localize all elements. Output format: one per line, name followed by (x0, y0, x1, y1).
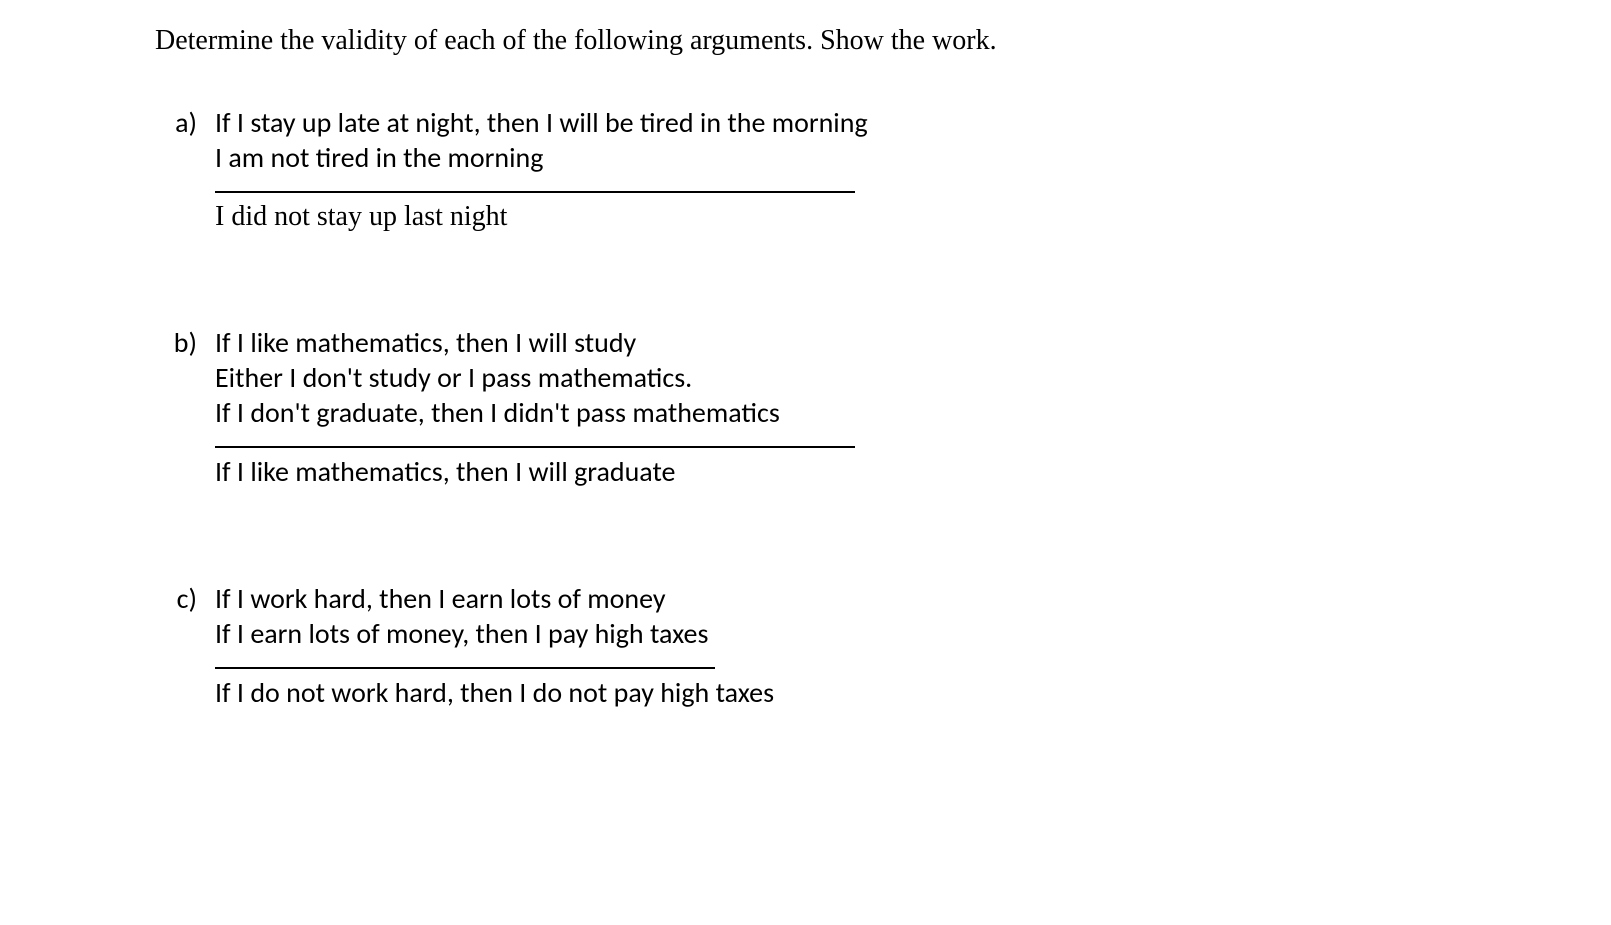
problem-a-label: a) (155, 105, 215, 140)
problem-b-conclusion: If I like mathematics, then I will gradu… (215, 454, 1456, 490)
problem-b-premise-3: If I don't graduate, then I didn't pass … (215, 395, 1456, 430)
problem-b-premise-1: If I like mathematics, then I will study (215, 325, 1456, 360)
problem-a-premise-2: I am not tired in the morning (215, 140, 1456, 175)
problem-b: b) If I like mathematics, then I will st… (155, 325, 1456, 490)
problem-a-divider (215, 191, 855, 193)
problem-c-label: c) (155, 581, 215, 616)
problem-b-content: If I like mathematics, then I will study… (215, 325, 1456, 490)
problem-c-conclusion: If I do not work hard, then I do not pay… (215, 675, 1456, 711)
problem-a: a) If I stay up late at night, then I wi… (155, 105, 1456, 235)
intro-text: Determine the validity of each of the fo… (155, 25, 1456, 57)
problem-b-premise-2: Either I don't study or I pass mathemati… (215, 360, 1456, 395)
problem-c-divider (215, 667, 715, 669)
problem-a-premise-1: If I stay up late at night, then I will … (215, 105, 1456, 140)
problem-a-content: If I stay up late at night, then I will … (215, 105, 1456, 235)
problem-b-divider (215, 446, 855, 448)
problem-c-premise-2: If I earn lots of money, then I pay high… (215, 616, 1456, 651)
problem-c: c) If I work hard, then I earn lots of m… (155, 581, 1456, 711)
problem-b-label: b) (155, 325, 215, 360)
problem-c-premise-1: If I work hard, then I earn lots of mone… (215, 581, 1456, 616)
problem-a-conclusion: I did not stay up last night (215, 199, 1456, 235)
problem-c-content: If I work hard, then I earn lots of mone… (215, 581, 1456, 711)
